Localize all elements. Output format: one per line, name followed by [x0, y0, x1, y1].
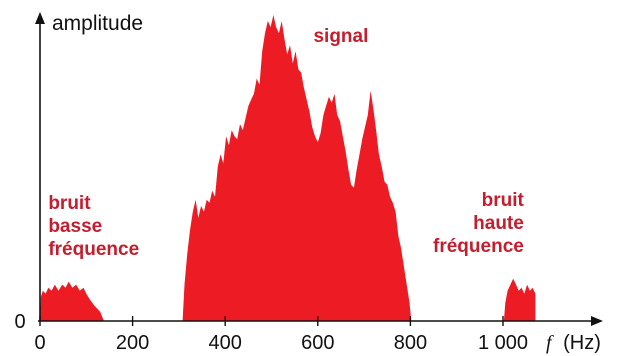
- annotation-line: fréquence: [48, 239, 139, 260]
- annotation-1: bruit basse fréquence: [48, 193, 139, 260]
- spectrum-area-series-0: [40, 15, 536, 321]
- plot-area: [40, 15, 536, 321]
- x-tick-label: 600: [301, 332, 334, 354]
- x-axis-symbol: f: [546, 332, 554, 354]
- y-zero-label: 0: [14, 311, 25, 333]
- annotation-line: basse: [48, 216, 102, 237]
- annotation-2: bruit haute fréquence: [433, 190, 524, 257]
- annotation-0: signal: [313, 26, 368, 47]
- x-tick-label: 800: [394, 332, 427, 354]
- annotation-line: haute: [473, 213, 524, 234]
- x-tick-label: 200: [116, 332, 149, 354]
- x-axis-label: f (Hz): [546, 332, 601, 354]
- x-ticks: 0 200 400 600 800 1 000: [34, 316, 528, 354]
- y-axis-label: amplitude: [52, 12, 143, 35]
- x-tick-label: 0: [34, 332, 45, 354]
- x-axis-unit: (Hz): [563, 332, 601, 354]
- x-tick-label: 1 000: [478, 332, 528, 354]
- annotation-line: bruit: [482, 190, 525, 211]
- annotation-line: signal: [313, 26, 368, 47]
- x-axis-arrowhead: [591, 316, 603, 326]
- x-tick-label: 400: [209, 332, 242, 354]
- annotation-line: fréquence: [433, 236, 524, 257]
- annotation-line: bruit: [48, 193, 91, 214]
- y-axis-arrowhead: [35, 12, 45, 24]
